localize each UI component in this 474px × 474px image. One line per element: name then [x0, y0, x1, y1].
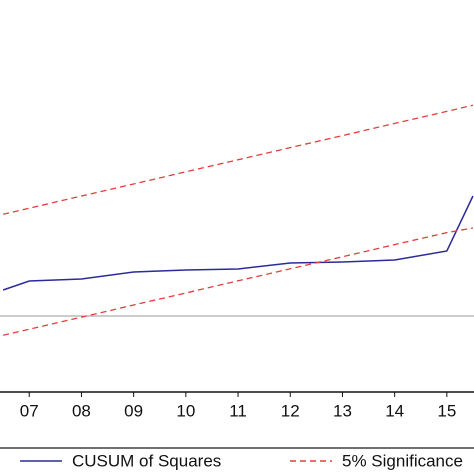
series-line [2, 104, 474, 215]
x-tick-label: 07 [20, 401, 39, 420]
x-tick-label: 12 [281, 401, 300, 420]
legend-label: 5% Significance [342, 451, 463, 470]
series-line [2, 195, 474, 291]
legend-box [0, 447, 474, 449]
x-tick-label: 11 [229, 401, 247, 420]
legend-label: CUSUM of Squares [72, 451, 221, 470]
x-tick-label: 10 [176, 401, 195, 420]
x-tick-label: 14 [385, 401, 404, 420]
x-tick-label: 09 [124, 401, 143, 420]
series-line [2, 227, 474, 336]
x-tick-label: 13 [333, 401, 352, 420]
x-tick-label: 08 [72, 401, 91, 420]
x-tick-label: 15 [437, 401, 456, 420]
